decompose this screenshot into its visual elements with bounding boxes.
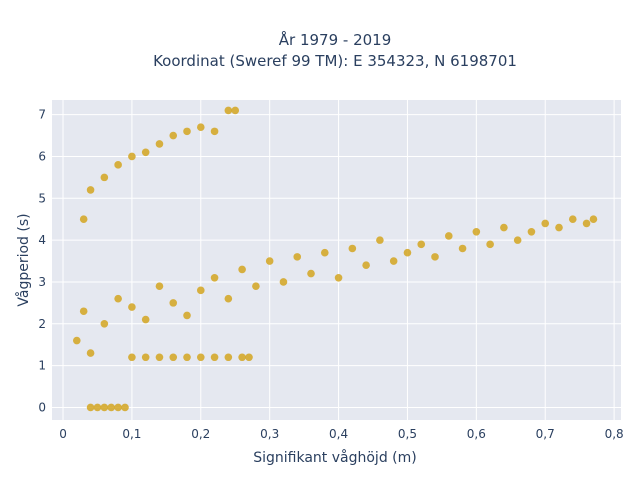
data-point (86, 349, 95, 357)
data-point (183, 353, 191, 362)
y-tick-label: 3 (38, 275, 46, 289)
y-gridlines (52, 114, 621, 408)
data-point (348, 244, 357, 253)
y-tick-label: 1 (38, 359, 46, 373)
data-point (307, 269, 315, 278)
x-tick-label: 0,8 (605, 427, 624, 441)
plot-area (52, 100, 621, 420)
data-point (86, 186, 95, 194)
data-point (224, 106, 233, 115)
x-tick-label: 0 (59, 427, 67, 441)
data-point (224, 294, 233, 303)
data-point (79, 307, 88, 316)
y-tick-label: 5 (38, 191, 46, 205)
data-point (527, 227, 536, 236)
data-point (169, 299, 178, 307)
data-point (183, 127, 191, 136)
data-point (183, 311, 191, 320)
data-point (128, 152, 136, 161)
y-axis-title: Vågperiod (s) (15, 213, 32, 306)
data-points (72, 106, 598, 412)
data-point (141, 353, 150, 362)
data-point (279, 278, 288, 286)
x-tick-label: 0,2 (191, 427, 210, 441)
data-point (155, 282, 164, 290)
data-point (431, 253, 439, 261)
y-tick-label: 2 (38, 317, 46, 331)
data-point (169, 353, 178, 362)
data-point (555, 223, 563, 232)
data-point (196, 123, 205, 131)
data-point (100, 319, 109, 328)
data-point (458, 244, 467, 253)
data-point (72, 336, 81, 345)
data-point (114, 161, 122, 169)
data-point (472, 227, 481, 236)
y-tick-label: 4 (38, 233, 46, 247)
data-point (128, 353, 136, 362)
data-point (169, 131, 178, 140)
data-point (100, 173, 109, 182)
data-point (93, 403, 102, 412)
data-point (403, 248, 412, 257)
data-point (141, 315, 150, 324)
data-point (86, 403, 95, 412)
data-point (210, 127, 219, 136)
data-point (252, 282, 260, 290)
x-tick-label: 0,6 (467, 427, 486, 441)
data-point (568, 215, 577, 224)
data-point (334, 273, 343, 282)
data-point (155, 353, 164, 362)
y-tick-label: 0 (38, 400, 46, 414)
data-point (114, 294, 122, 303)
data-point (293, 253, 302, 261)
x-tick-label: 0,7 (536, 427, 555, 441)
x-tick-label: 0,3 (260, 427, 279, 441)
data-point (121, 403, 129, 412)
data-point (114, 403, 122, 412)
x-tick-label: 0,4 (329, 427, 348, 441)
x-axis-ticks: 0 0,1 0,2 0,3 0,4 0,5 0,6 0,7 0,8 (59, 427, 623, 441)
data-point (196, 286, 205, 295)
data-point (376, 236, 384, 244)
x-tick-label: 0,5 (398, 427, 417, 441)
data-point (210, 353, 219, 362)
data-point (210, 273, 219, 282)
data-point (238, 353, 246, 362)
data-point (155, 140, 164, 148)
data-point (362, 261, 370, 270)
data-point (389, 257, 398, 265)
data-point (486, 240, 494, 249)
data-point (513, 236, 522, 244)
data-point (582, 219, 591, 228)
data-point (196, 353, 205, 362)
data-point (245, 353, 253, 362)
data-point (238, 265, 246, 274)
y-tick-label: 6 (38, 149, 46, 163)
x-axis-title: Signifikant våghöjd (m) (253, 449, 416, 466)
data-point (79, 215, 88, 224)
data-point (231, 106, 240, 115)
data-point (500, 223, 508, 232)
chart-title: År 1979 - 2019 (279, 30, 392, 49)
data-point (589, 215, 598, 224)
data-point (128, 303, 136, 311)
data-point (444, 232, 453, 240)
data-point (541, 219, 550, 228)
data-point (265, 257, 274, 265)
data-point (141, 148, 150, 157)
y-axis-ticks: 0 1 2 3 4 5 6 7 (38, 108, 46, 415)
y-tick-label: 7 (38, 108, 46, 122)
data-point (107, 403, 116, 412)
data-point (320, 248, 329, 257)
x-tick-label: 0,1 (122, 427, 141, 441)
data-point (100, 403, 109, 412)
data-point (417, 240, 426, 249)
chart-subtitle: Koordinat (Sweref 99 TM): E 354323, N 61… (153, 52, 517, 70)
data-point (224, 353, 233, 362)
